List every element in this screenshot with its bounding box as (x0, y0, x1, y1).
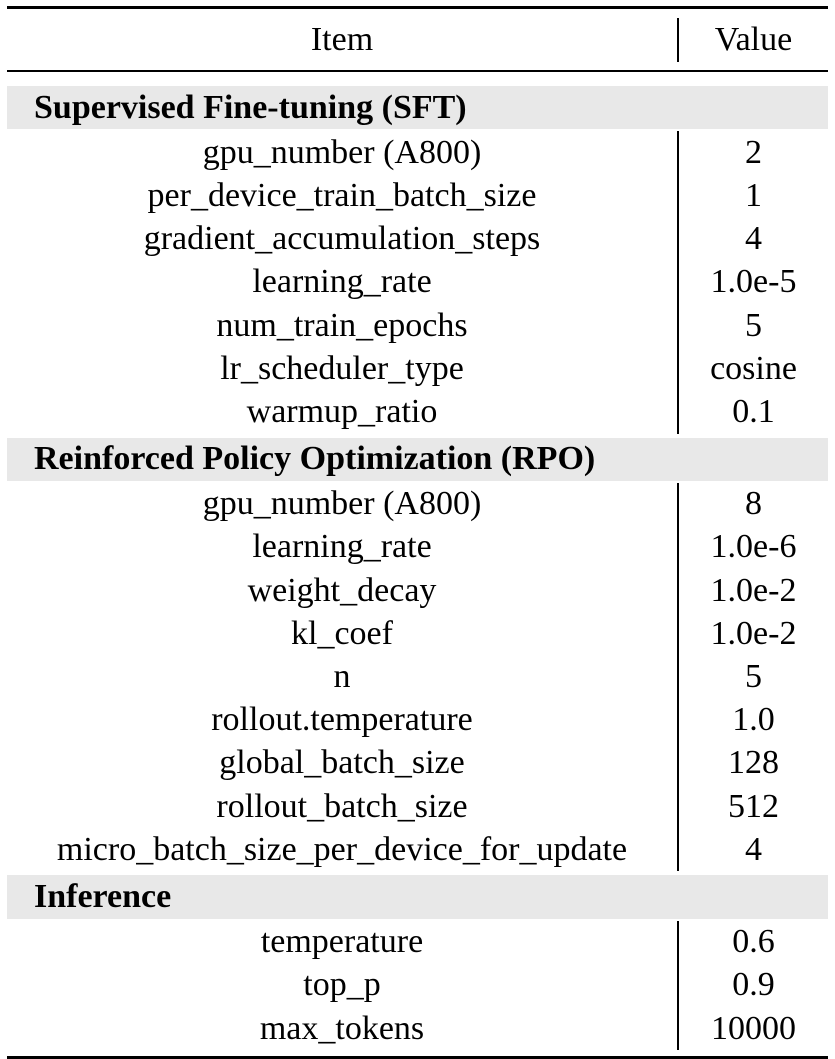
header-rule (7, 70, 828, 72)
table-row: global_batch_size 128 (7, 741, 828, 785)
row-item-value: 1 (745, 176, 762, 214)
row-item-value: 4 (745, 830, 762, 868)
row-item-value: 1.0 (732, 701, 775, 739)
hyperparameter-table: Item Value Supervised Fine-tuning (SFT) g… (7, 6, 828, 1059)
row-item-value: 2 (745, 133, 762, 171)
row-item-name: rollout_batch_size (7, 785, 679, 829)
row-item-name: kl_coef (7, 612, 679, 656)
row-item-value: 1.0e-2 (710, 614, 797, 652)
table-row: gpu_number (A800) 2 (7, 131, 828, 175)
row-item-value: 128 (728, 744, 779, 782)
top-rule (7, 6, 828, 9)
table-header-row: Item Value (7, 9, 828, 70)
row-item-name: per_device_train_batch_size (7, 174, 679, 218)
row-item-name: weight_decay (7, 569, 679, 613)
table-row: num_train_epochs 5 (7, 303, 828, 348)
table-row: warmup_ratio 0.1 (7, 390, 828, 434)
row-item-value: 5 (745, 658, 762, 696)
table-row: lr_scheduler_type cosine (7, 347, 828, 391)
row-item-name: n (7, 655, 679, 699)
row-item-value: 512 (728, 787, 779, 825)
row-item-value: cosine (710, 349, 797, 387)
table-row: micro_batch_size_per_device_for_update 4 (7, 828, 828, 872)
table-row: learning_rate 1.0e-5 (7, 260, 828, 304)
row-item-name: learning_rate (7, 525, 679, 570)
table-row: rollout.temperature 1.0 (7, 698, 828, 742)
row-item-name: learning_rate (7, 260, 679, 304)
header-value: Value (714, 20, 793, 58)
row-item-value: 0.6 (732, 923, 775, 961)
row-item-name: lr_scheduler_type (7, 347, 679, 391)
row-item-name: micro_batch_size_per_device_for_update (7, 828, 679, 872)
table-row: learning_rate 1.0e-6 (7, 525, 828, 570)
row-item-name: gradient_accumulation_steps (7, 217, 679, 261)
header-item: Item (7, 17, 679, 62)
row-item-name: temperature (7, 920, 679, 964)
row-item-name: global_batch_size (7, 741, 679, 785)
section-title: Supervised Fine-tuning (SFT) (7, 86, 828, 130)
row-item-value: 8 (745, 485, 762, 523)
row-item-name: gpu_number (A800) (7, 482, 679, 526)
row-item-value: 5 (745, 306, 762, 344)
row-item-name: gpu_number (A800) (7, 131, 679, 175)
table-row: gradient_accumulation_steps 4 (7, 217, 828, 261)
row-item-name: max_tokens (7, 1006, 679, 1051)
table-row: weight_decay 1.0e-2 (7, 569, 828, 613)
table-row: per_device_train_batch_size 1 (7, 174, 828, 218)
row-item-name: warmup_ratio (7, 390, 679, 434)
row-item-value: 4 (745, 220, 762, 258)
row-item-name: rollout.temperature (7, 698, 679, 742)
table-row: rollout_batch_size 512 (7, 785, 828, 829)
table-body: Supervised Fine-tuning (SFT) gpu_number (… (7, 86, 828, 1051)
row-item-value: 1.0e-6 (710, 528, 797, 566)
table-row: top_p 0.9 (7, 963, 828, 1007)
row-item-value: 0.1 (732, 392, 775, 430)
table-row: temperature 0.6 (7, 920, 828, 964)
row-item-value: 10000 (711, 1009, 796, 1047)
table-row: kl_coef 1.0e-2 (7, 612, 828, 656)
row-item-value: 1.0e-2 (710, 571, 797, 609)
row-item-value: 0.9 (732, 966, 775, 1004)
row-item-name: num_train_epochs (7, 303, 679, 348)
section-title: Inference (7, 875, 828, 919)
section-title: Reinforced Policy Optimization (RPO) (7, 437, 828, 481)
row-item-name: top_p (7, 963, 679, 1007)
row-item-value: 1.0e-5 (710, 263, 797, 301)
table-row: max_tokens 10000 (7, 1006, 828, 1051)
table-row: gpu_number (A800) 8 (7, 482, 828, 526)
